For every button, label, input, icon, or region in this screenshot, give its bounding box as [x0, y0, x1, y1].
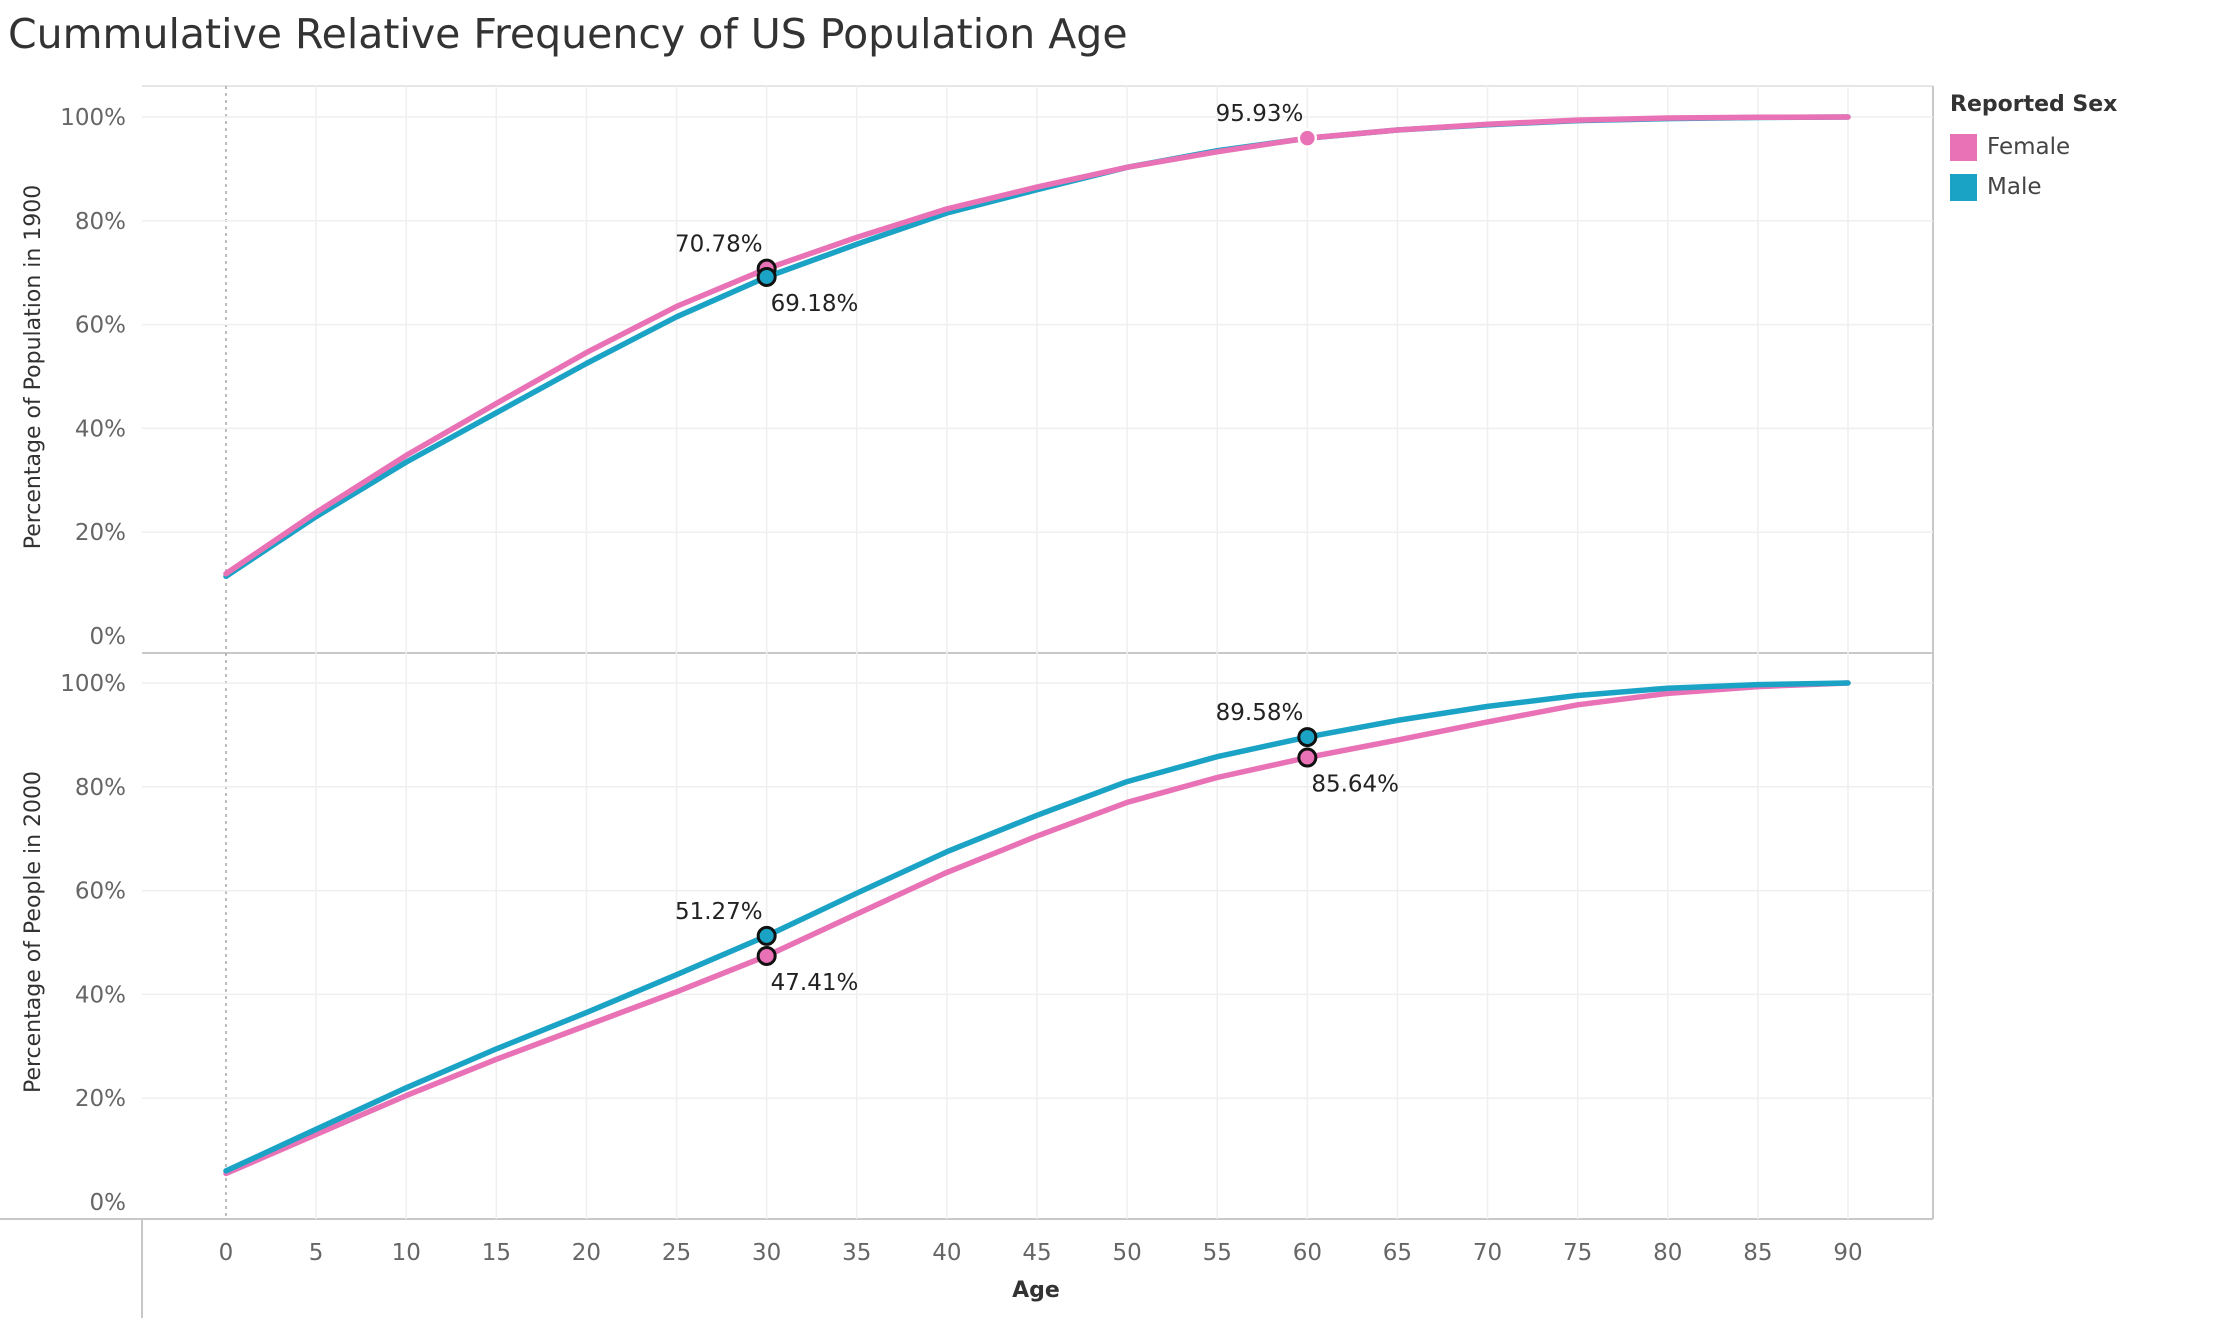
x-tick-label: 10 [392, 1240, 421, 1266]
y-tick-label: 60% [75, 879, 126, 905]
x-tick-label: 35 [842, 1240, 871, 1266]
x-tick-label: 25 [662, 1240, 691, 1266]
y-tick-label: 80% [75, 209, 126, 235]
x-tick-label: 65 [1383, 1240, 1412, 1266]
data-point-female [756, 945, 777, 966]
x-tick-label: 90 [1833, 1240, 1862, 1266]
chart-frame [0, 85, 1934, 1318]
series-line-female [223, 114, 1851, 577]
y-tick-label: 100% [60, 671, 126, 697]
x-tick-label: 60 [1293, 1240, 1322, 1266]
x-tick-label: 85 [1743, 1240, 1772, 1266]
y-tick-label: 0% [90, 624, 127, 650]
x-tick-label: 70 [1473, 1240, 1502, 1266]
legend-swatch-female [1950, 133, 1977, 161]
data-label: 70.78% [675, 232, 763, 258]
chart-title: Cummulative Relative Frequency of US Pop… [8, 10, 1128, 58]
series-line-female [223, 680, 1851, 1177]
data-point-female [1297, 747, 1318, 768]
x-tick-label: 75 [1563, 1240, 1592, 1266]
legend-item-male[interactable]: Male [1950, 167, 2117, 207]
data-label: 47.41% [771, 970, 859, 996]
panel-2000: 0% 20% 40% 60% 80% 100% 51.27% 47.41% 89.58% 85.6… [60, 671, 1851, 1216]
panel-1900: 0% 20% 40% 60% 80% 100% 70.78% 69.18% 95.93% [60, 101, 1851, 650]
y-axis-title-2000: Percentage of People in 2000 [21, 771, 46, 1093]
y-tick-label: 100% [60, 105, 126, 131]
x-tick-label: 55 [1203, 1240, 1232, 1266]
data-point-male [1297, 727, 1318, 748]
x-tick-label: 15 [482, 1240, 511, 1266]
x-axis-title: Age [1012, 1278, 1060, 1303]
legend-title: Reported Sex [1950, 92, 2118, 117]
data-label: 89.58% [1216, 700, 1304, 726]
data-label: 85.64% [1311, 772, 1399, 798]
x-tick-label: 40 [932, 1240, 961, 1266]
y-tick-label: 20% [75, 1086, 126, 1112]
x-tick-label: 45 [1022, 1240, 1051, 1266]
data-label: 95.93% [1216, 101, 1304, 127]
legend-label-female: Female [1987, 134, 2071, 160]
x-axis: 0 5 10 15 20 25 30 35 40 45 50 55 60 65 70 75 80 85 90 [219, 1240, 1863, 1266]
data-point-male [756, 925, 777, 946]
y-tick-label: 80% [75, 775, 126, 801]
y-axis-title-1900: Percentage of Population in 1900 [21, 185, 46, 550]
y-tick-label: 0% [90, 1190, 127, 1216]
data-label: 69.18% [771, 291, 859, 317]
series-line-male [223, 680, 1851, 1174]
y-tick-label: 20% [75, 520, 126, 546]
y-tick-label: 60% [75, 313, 126, 339]
data-point-female [1297, 128, 1318, 148]
x-tick-label: 20 [572, 1240, 601, 1266]
chart-gridlines [142, 86, 1933, 1219]
legend: Reported Sex Female Male [1950, 92, 2117, 207]
legend-item-female[interactable]: Female [1950, 127, 2117, 167]
x-tick-label: 50 [1112, 1240, 1141, 1266]
x-tick-label: 5 [309, 1240, 324, 1266]
x-tick-label: 80 [1653, 1240, 1682, 1266]
x-tick-label: 0 [219, 1240, 234, 1266]
y-tick-label: 40% [75, 416, 126, 442]
legend-swatch-male [1950, 173, 1977, 201]
legend-label-male: Male [1987, 174, 2042, 200]
data-point-male [756, 266, 777, 287]
data-label: 51.27% [675, 899, 763, 925]
x-tick-label: 30 [752, 1240, 781, 1266]
y-tick-label: 40% [75, 982, 126, 1008]
